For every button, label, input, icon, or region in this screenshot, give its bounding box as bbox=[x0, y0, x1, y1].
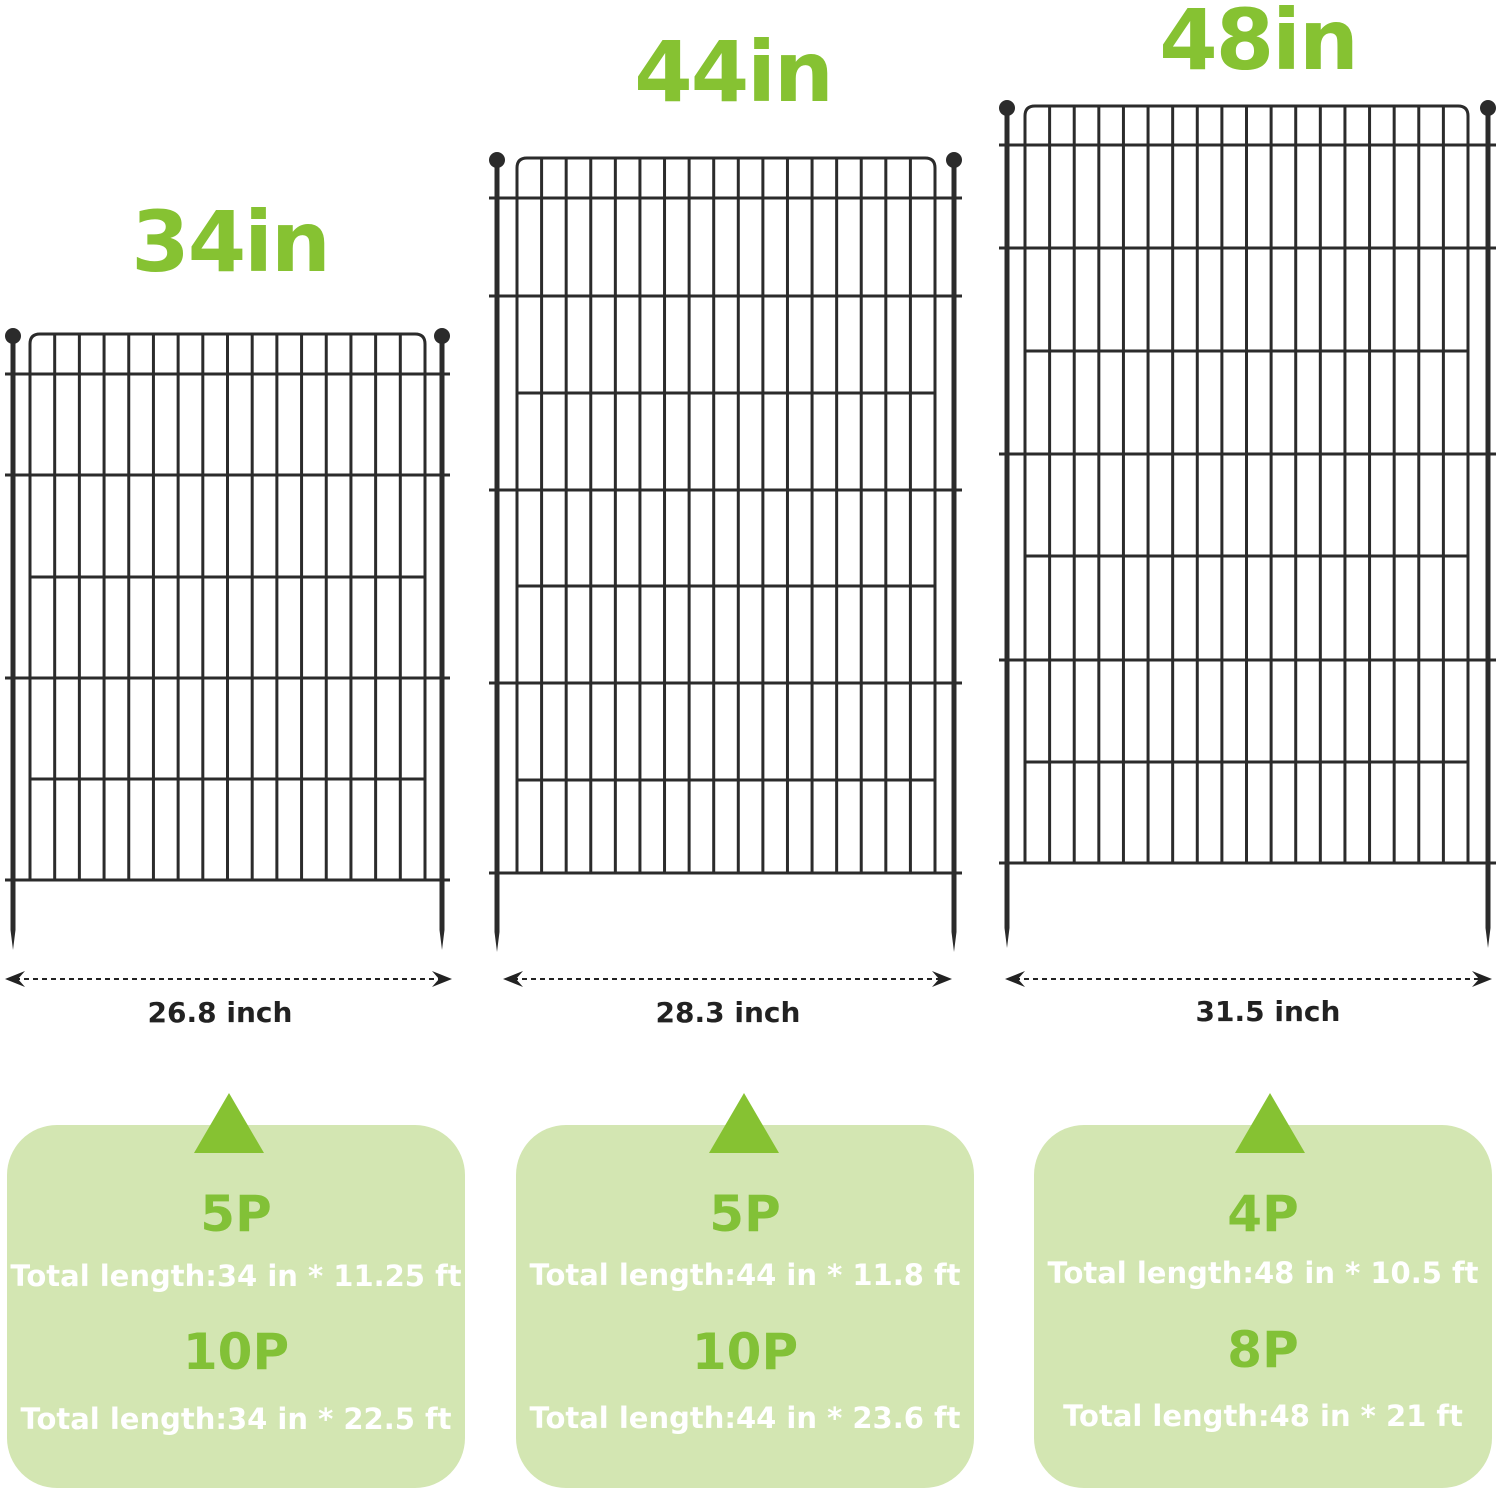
triangle-pointer-icon bbox=[709, 1093, 779, 1153]
pack-qty: 8P bbox=[1227, 1321, 1299, 1379]
triangle-pointer-icon bbox=[194, 1093, 264, 1153]
pack-total-length: Total length:34 in * 22.5 ft bbox=[20, 1402, 452, 1436]
arrow-left-icon bbox=[1005, 971, 1025, 987]
post-ball-cap bbox=[434, 328, 450, 344]
pack-qty: 10P bbox=[691, 1323, 799, 1381]
arrow-right-icon bbox=[932, 971, 952, 987]
pack-card-44in: 5P Total length:44 in * 11.8 ft 10P Tota… bbox=[516, 1093, 974, 1488]
arrow-left-icon bbox=[5, 971, 25, 987]
pack-qty: 10P bbox=[182, 1323, 290, 1381]
post-ball-cap bbox=[999, 100, 1015, 116]
height-label-34: 34in bbox=[131, 193, 330, 291]
fence-stake bbox=[439, 336, 445, 950]
arrow-left-icon bbox=[503, 971, 523, 987]
post-ball-cap bbox=[5, 328, 21, 344]
post-ball-cap bbox=[489, 152, 505, 168]
pack-qty: 5P bbox=[709, 1185, 781, 1243]
fence-frame bbox=[515, 156, 937, 873]
triangle-pointer-icon bbox=[1235, 1093, 1305, 1153]
fence-stake bbox=[1485, 108, 1491, 948]
width-label-2: 28.3 inch bbox=[655, 996, 801, 1029]
height-label-44: 44in bbox=[634, 23, 833, 121]
fence-stake bbox=[10, 336, 16, 950]
fence-stake bbox=[1004, 108, 1010, 948]
pack-card-48in: 4P Total length:48 in * 10.5 ft 8P Total… bbox=[1034, 1093, 1492, 1488]
pack-card-34in: 5P Total length:34 in * 11.25 ft 10P Tot… bbox=[7, 1093, 465, 1488]
pack-total-length: Total length:48 in * 21 ft bbox=[1063, 1399, 1463, 1433]
arrow-right-icon bbox=[432, 971, 452, 987]
pack-qty: 4P bbox=[1227, 1185, 1299, 1243]
fence-stake bbox=[494, 160, 500, 952]
pack-total-length: Total length:48 in * 10.5 ft bbox=[1047, 1256, 1479, 1290]
pack-total-length: Total length:44 in * 11.8 ft bbox=[529, 1258, 961, 1292]
fence-stake bbox=[951, 160, 957, 952]
width-label-3: 31.5 inch bbox=[1195, 995, 1341, 1028]
height-label-48: 48in bbox=[1159, 0, 1358, 89]
width-label-1: 26.8 inch bbox=[147, 996, 293, 1029]
post-ball-cap bbox=[946, 152, 962, 168]
arrow-right-icon bbox=[1472, 971, 1492, 987]
pack-total-length: Total length:34 in * 11.25 ft bbox=[10, 1259, 462, 1293]
post-ball-cap bbox=[1480, 100, 1496, 116]
pack-qty: 5P bbox=[200, 1185, 272, 1243]
pack-total-length: Total length:44 in * 23.6 ft bbox=[529, 1401, 961, 1435]
